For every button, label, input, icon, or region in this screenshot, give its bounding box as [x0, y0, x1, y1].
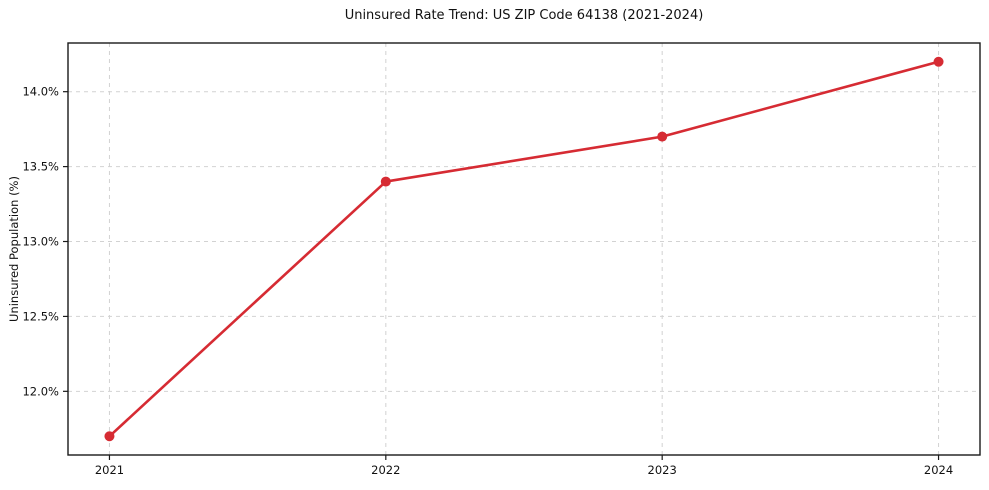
x-tick-label: 2023 [648, 463, 677, 477]
x-tick-label: 2022 [371, 463, 400, 477]
chart-title: Uninsured Rate Trend: US ZIP Code 64138 … [344, 8, 704, 23]
x-tick-label: 2024 [924, 463, 953, 477]
y-tick-label: 12.0% [22, 384, 59, 398]
y-tick-label: 13.5% [22, 160, 59, 174]
plot-frame [67, 42, 981, 456]
data-point-marker [657, 131, 668, 142]
data-point-marker [933, 56, 944, 67]
line-series [108, 60, 940, 438]
y-tick-label: 14.0% [22, 85, 59, 99]
y-tick-label: 12.5% [22, 309, 59, 323]
data-point-marker [104, 431, 115, 442]
y-tick-label: 13.0% [22, 235, 59, 249]
x-tick-label: 2021 [95, 463, 124, 477]
data-point-marker [380, 176, 391, 187]
